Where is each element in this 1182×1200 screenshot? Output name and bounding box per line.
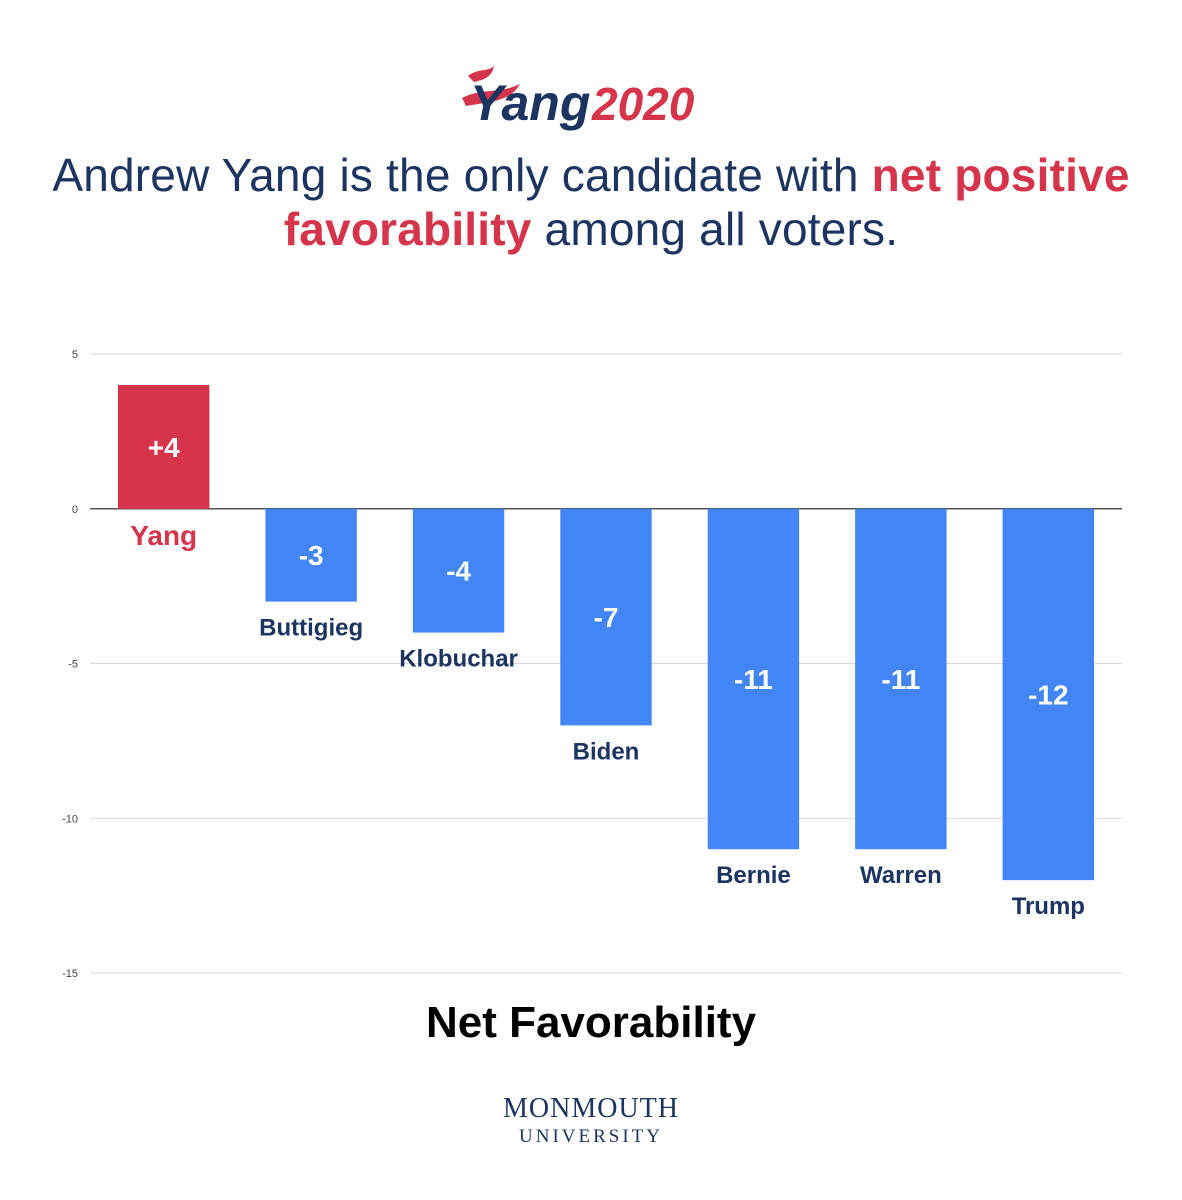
x-axis-label: Net Favorability <box>425 998 757 1047</box>
data-label: -11 <box>734 664 773 695</box>
data-label: -4 <box>446 556 471 587</box>
bar-yang <box>118 384 210 509</box>
headline-part1: Andrew Yang is the only candidate with <box>52 149 872 201</box>
bar-trump <box>1002 508 1094 881</box>
logo-wordmark: Yang <box>470 75 590 131</box>
y-tick-label: -5 <box>68 659 78 671</box>
headline: Andrew Yang is the only candidate with n… <box>40 148 1142 256</box>
data-label: -3 <box>299 540 324 571</box>
data-label: -11 <box>881 664 920 695</box>
y-tick-label: -10 <box>62 813 78 825</box>
data-label: -12 <box>1028 679 1068 710</box>
category-label: Trump <box>1012 893 1085 920</box>
category-label: Yang <box>130 520 197 551</box>
flag-swoosh-icon <box>462 66 520 106</box>
bar-klobuchar <box>412 508 505 633</box>
y-tick-label: 5 <box>72 349 78 361</box>
bar-biden <box>560 508 652 726</box>
category-label: Buttigieg <box>259 615 363 642</box>
data-label: -7 <box>594 602 619 633</box>
logo-year: 2020 <box>591 78 695 130</box>
bar-bernie <box>707 508 800 850</box>
category-label: Warren <box>860 862 942 889</box>
category-label: Bernie <box>716 862 791 889</box>
y-tick-label: 0 <box>72 504 78 516</box>
net-favorability-chart: 5 0 -5 -10 -15 +4 Yang -3 Buttigieg -4 Klobuchar -7… <box>62 349 1122 980</box>
yang2020-logo: Yang 2020 <box>462 66 695 131</box>
headline-part2: among all voters. <box>531 203 899 255</box>
headline-highlight: net positive favorability <box>283 149 1130 255</box>
category-label: Klobuchar <box>399 646 518 673</box>
source-line1: MONMOUTH <box>503 1093 679 1124</box>
y-tick-label: -15 <box>62 968 78 980</box>
data-label: +4 <box>148 432 180 463</box>
category-label: Biden <box>573 738 640 765</box>
source-logo: MONMOUTH UNIVERSITY <box>0 1094 1182 1150</box>
source-line2: UNIVERSITY <box>519 1126 663 1147</box>
bar-warren <box>855 508 947 850</box>
bar-buttigieg <box>265 508 357 602</box>
